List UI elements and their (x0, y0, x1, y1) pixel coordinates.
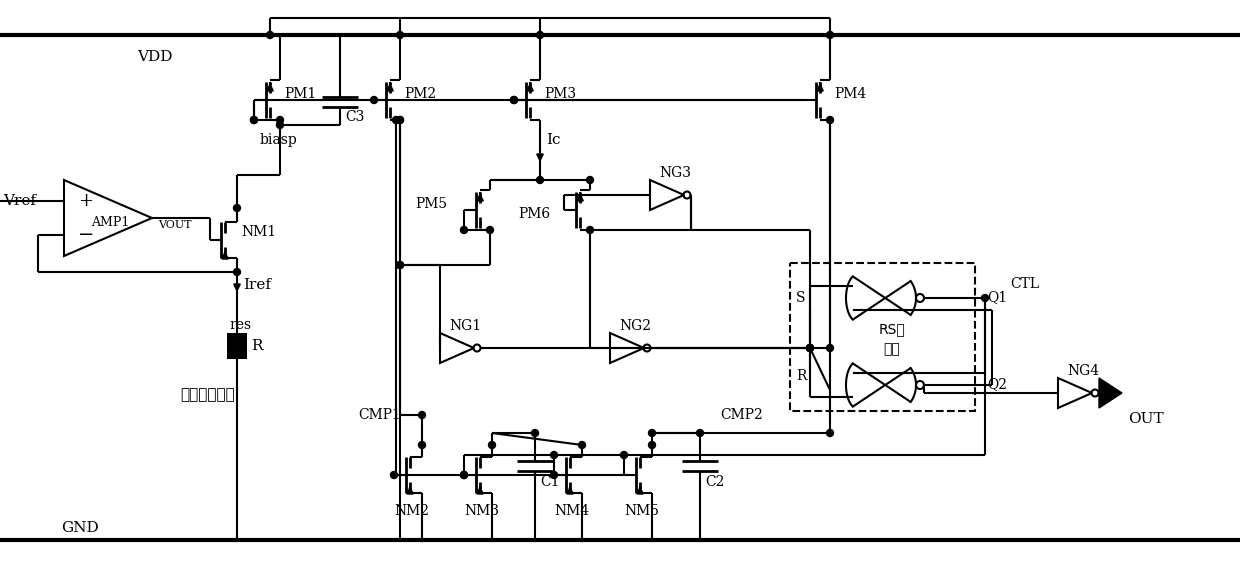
Text: S: S (796, 291, 806, 305)
Circle shape (532, 429, 538, 436)
Circle shape (233, 268, 241, 275)
Text: Iref: Iref (243, 278, 272, 292)
Circle shape (827, 116, 833, 123)
Text: R: R (250, 339, 263, 353)
Text: 电阻控制单元: 电阻控制单元 (180, 388, 234, 403)
Text: GND: GND (61, 521, 99, 535)
Circle shape (620, 452, 627, 459)
Circle shape (511, 96, 517, 103)
Circle shape (250, 116, 258, 123)
Text: VOUT: VOUT (159, 220, 192, 230)
Text: Q2: Q2 (987, 377, 1007, 391)
Circle shape (419, 441, 425, 448)
Circle shape (267, 31, 274, 38)
Circle shape (697, 429, 703, 436)
Text: C2: C2 (706, 475, 724, 489)
Text: PM6: PM6 (518, 207, 551, 221)
Text: PM4: PM4 (835, 87, 867, 101)
Circle shape (537, 176, 543, 183)
Text: Q1: Q1 (987, 290, 1007, 304)
Circle shape (397, 116, 403, 123)
Text: biasp: biasp (260, 133, 298, 147)
Circle shape (277, 116, 284, 123)
Bar (227, 333, 247, 359)
Circle shape (827, 429, 833, 436)
Text: Ic: Ic (546, 133, 560, 147)
Text: NM1: NM1 (241, 225, 277, 239)
Circle shape (587, 176, 594, 183)
Circle shape (486, 227, 494, 234)
Circle shape (397, 116, 403, 123)
Text: C3: C3 (345, 110, 365, 124)
Text: PM3: PM3 (544, 87, 577, 101)
Circle shape (397, 262, 403, 268)
Text: NM2: NM2 (394, 504, 429, 518)
Circle shape (460, 472, 467, 478)
Circle shape (460, 227, 467, 234)
Circle shape (277, 122, 284, 128)
Circle shape (460, 472, 467, 478)
Circle shape (397, 31, 403, 38)
Text: CTL: CTL (1011, 277, 1039, 291)
Circle shape (579, 441, 585, 448)
Text: PM2: PM2 (404, 87, 436, 101)
Text: C1: C1 (539, 475, 559, 489)
Text: CMP1: CMP1 (358, 408, 401, 422)
Circle shape (982, 295, 988, 301)
Circle shape (551, 452, 558, 459)
Circle shape (537, 31, 543, 38)
Text: NG3: NG3 (658, 166, 691, 180)
Text: R: R (796, 369, 806, 383)
Text: NM4: NM4 (554, 504, 589, 518)
Circle shape (397, 262, 403, 268)
Circle shape (806, 344, 813, 352)
Text: NG1: NG1 (449, 319, 481, 333)
Text: AMP1: AMP1 (91, 216, 129, 230)
Circle shape (233, 204, 241, 211)
Text: res: res (229, 318, 252, 332)
Text: CMP2: CMP2 (720, 408, 763, 422)
Text: +: + (78, 192, 93, 210)
Circle shape (250, 116, 258, 123)
Text: Vref: Vref (2, 194, 36, 208)
Circle shape (587, 227, 594, 234)
Circle shape (806, 344, 813, 352)
Circle shape (551, 472, 558, 478)
Text: 发器: 发器 (883, 342, 900, 356)
Circle shape (393, 116, 399, 123)
Circle shape (806, 344, 813, 352)
Circle shape (649, 441, 656, 448)
Text: PM5: PM5 (415, 197, 448, 211)
Text: NG4: NG4 (1066, 364, 1099, 378)
Bar (790, 263, 975, 411)
Text: NG2: NG2 (619, 319, 651, 333)
Polygon shape (1099, 378, 1122, 408)
Circle shape (489, 441, 496, 448)
Text: VDD: VDD (138, 50, 172, 64)
Circle shape (511, 96, 517, 103)
Circle shape (827, 31, 833, 38)
Text: −: − (78, 226, 94, 244)
Text: NM3: NM3 (465, 504, 500, 518)
Circle shape (391, 472, 398, 478)
Text: PM1: PM1 (284, 87, 316, 101)
Circle shape (827, 344, 833, 352)
Circle shape (649, 429, 656, 436)
Text: RS触: RS触 (878, 323, 905, 336)
Text: NM5: NM5 (625, 504, 660, 518)
Circle shape (419, 412, 425, 419)
Circle shape (371, 96, 377, 103)
Text: OUT: OUT (1128, 412, 1163, 426)
